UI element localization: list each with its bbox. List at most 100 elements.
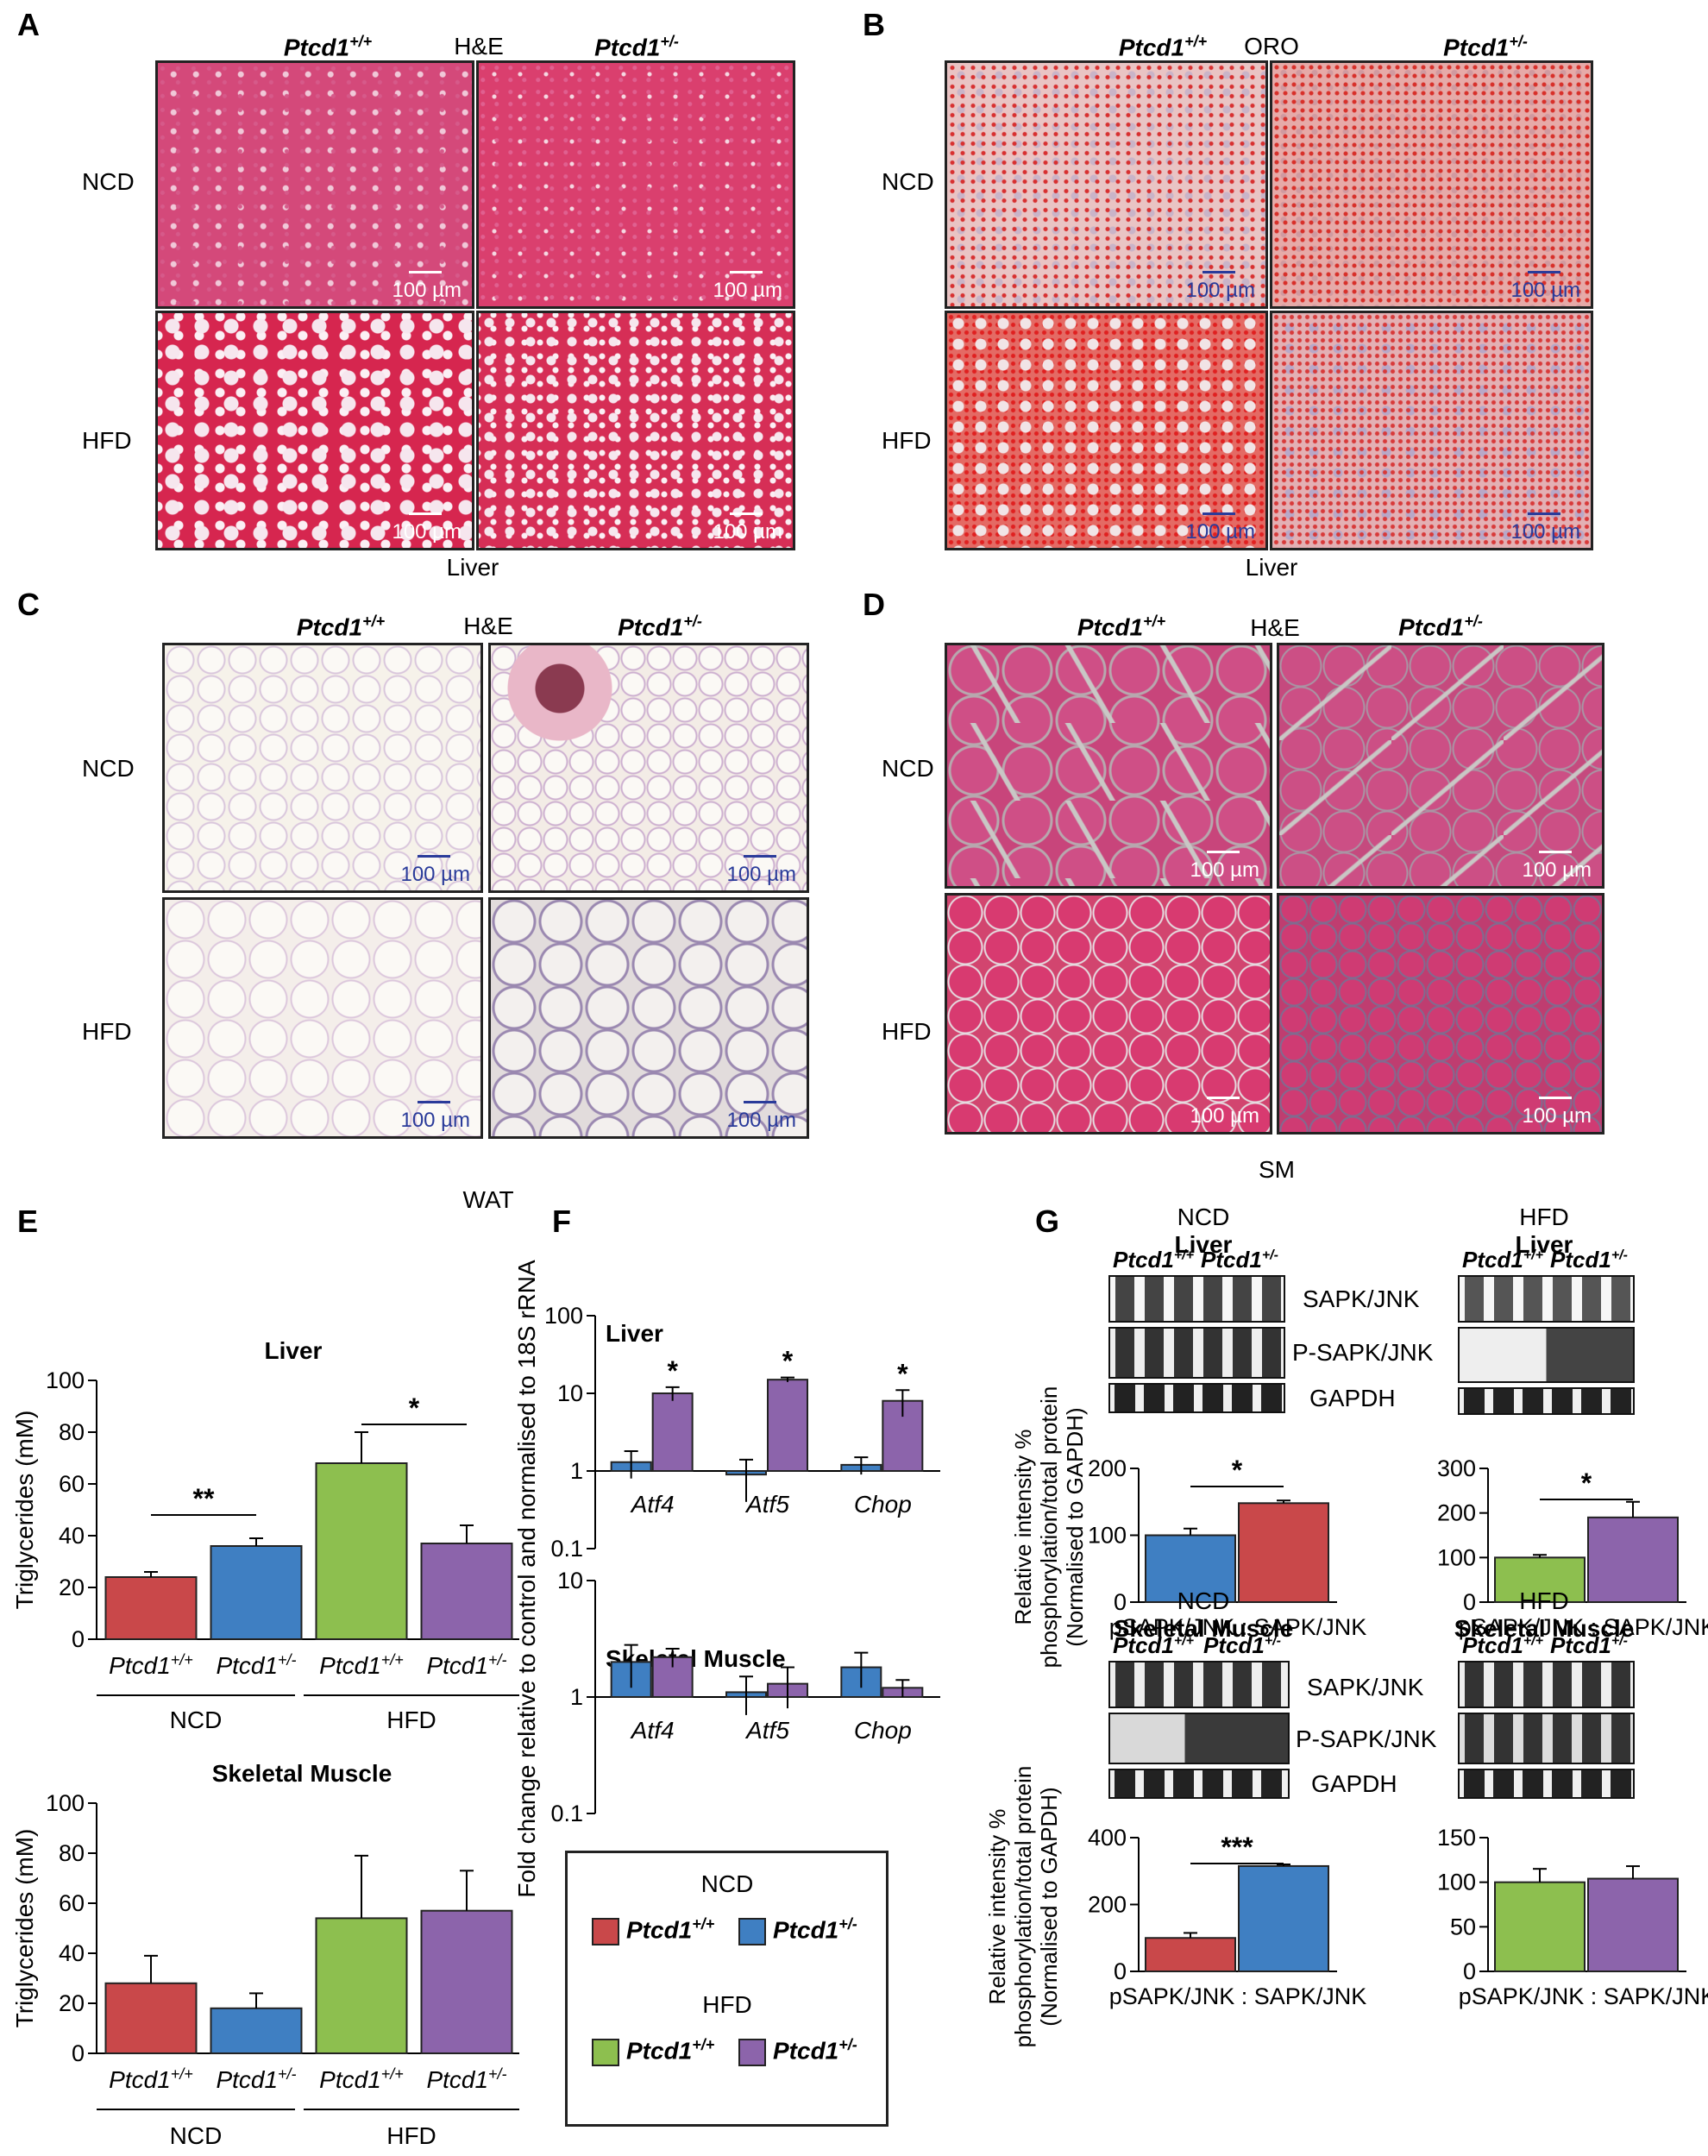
diet-label-ncd: NCD	[82, 168, 135, 195]
blot-genotype-het: Ptcd1+/-	[1203, 1632, 1281, 1658]
y-tick-label: 100	[544, 1303, 583, 1329]
x-tick-label: Chop	[854, 1491, 912, 1518]
scale-bar: 100 µm	[726, 855, 796, 887]
histology-image: 100 µm	[155, 311, 474, 550]
stain-label: H&E	[454, 33, 504, 60]
bar	[420, 1909, 513, 2054]
genotype-wt-label: Ptcd1+/+	[1118, 33, 1208, 61]
y-axis-label: Fold change relative to control and norm…	[513, 1260, 540, 1898]
band-label: P-SAPK/JNK	[1292, 1339, 1434, 1366]
bar	[420, 1543, 513, 1640]
blot-genotype-wt: Ptcd1+/+	[1462, 1247, 1543, 1273]
tissue-label: Liver	[446, 554, 499, 581]
panel-letter-c: C	[17, 587, 40, 622]
y-tick-label: 20	[59, 1575, 85, 1600]
x-axis-label: pSAPK/JNK : SAPK/JNK	[1459, 1614, 1708, 1640]
histology-image: 100 µm	[476, 311, 795, 550]
y-tick-label: 100	[46, 1790, 85, 1816]
band-label: P-SAPK/JNK	[1296, 1725, 1437, 1752]
histology-image: 100 µm	[945, 643, 1272, 889]
bar	[1145, 1937, 1236, 1972]
y-tick-label: 0	[1114, 1589, 1127, 1615]
histology-image: 100 µm	[1270, 60, 1593, 309]
band-label: SAPK/JNK	[1307, 1674, 1424, 1700]
legend-label: Ptcd1+/+	[626, 2036, 715, 2065]
y-tick-label: 100	[46, 1367, 85, 1393]
significance-marker: *	[1232, 1455, 1243, 1486]
y-tick-label: 0	[1463, 1958, 1476, 1984]
blot-title: NCD Liver	[1174, 1204, 1233, 1258]
histology-image: 100 µm	[1270, 311, 1593, 550]
x-tick-label: Ptcd1+/+	[319, 2065, 404, 2093]
group-label: NCD	[170, 2122, 223, 2149]
genotype-het-label: Ptcd1+/-	[1443, 33, 1528, 61]
x-tick-label: Ptcd1+/+	[109, 1651, 193, 1679]
legend-swatch	[592, 1918, 619, 1945]
blot-genotype-het: Ptcd1+/-	[1201, 1247, 1278, 1273]
significance-marker: ***	[1221, 1832, 1253, 1863]
genotype-het-label: Ptcd1+/-	[1398, 613, 1483, 641]
histology-image: 100 µm	[1277, 643, 1604, 889]
x-axis-label: pSAPK/JNK : SAPK/JNK	[1459, 1983, 1708, 2009]
blot-band-sapk	[1108, 1661, 1290, 1708]
y-tick-label: 0	[1463, 1589, 1476, 1615]
y-tick-label: 80	[59, 1840, 85, 1866]
genotype-wt-label: Ptcd1+/+	[1077, 613, 1166, 641]
diet-label-ncd: NCD	[882, 755, 934, 782]
x-axis-label: pSAPK/JNK : SAPK/JNK	[1109, 1614, 1367, 1640]
y-tick-label: 10	[557, 1380, 583, 1406]
blot-band-gapdh	[1458, 1387, 1635, 1415]
panel-letter-e: E	[17, 1204, 39, 1239]
blot-band-psapk	[1108, 1713, 1290, 1764]
legend-swatch	[592, 2039, 619, 2066]
scale-bar: 100 µm	[392, 512, 462, 544]
blot-band-psapk	[1458, 1713, 1635, 1764]
bar	[1587, 1877, 1679, 1973]
panel-letter-f: F	[552, 1204, 571, 1239]
significance-marker: **	[193, 1483, 215, 1514]
significance-marker: *	[782, 1346, 794, 1377]
legend-swatch	[738, 2039, 766, 2066]
stain-label: H&E	[1250, 614, 1300, 641]
scale-bar: 100 µm	[1522, 1097, 1592, 1128]
blot-band-psapk	[1108, 1327, 1285, 1379]
histology-image: 100 µm	[945, 60, 1268, 309]
group-label: HFD	[386, 1707, 436, 1733]
band-label: SAPK/JNK	[1303, 1285, 1420, 1312]
histology-image: 100 µm	[476, 60, 795, 309]
x-axis-label: pSAPK/JNK : SAPK/JNK	[1109, 1983, 1367, 2009]
legend-label: Ptcd1+/-	[773, 1915, 857, 1944]
legend-title-ncd: NCD	[700, 1870, 754, 1897]
histology-image: 100 µm	[155, 60, 474, 309]
y-tick-label: 80	[59, 1419, 85, 1445]
group-label: NCD	[170, 1707, 223, 1733]
y-tick-label: 200	[1088, 1455, 1127, 1481]
y-tick-label: 60	[59, 1471, 85, 1497]
bar	[1238, 1864, 1329, 1972]
x-tick-label: Atf5	[744, 1491, 789, 1518]
blot-genotype-het: Ptcd1+/-	[1550, 1247, 1628, 1273]
x-tick-label: Atf4	[630, 1491, 675, 1518]
y-tick-label: 10	[557, 1568, 583, 1593]
stain-label: ORO	[1244, 33, 1299, 60]
bar	[1238, 1502, 1329, 1604]
y-tick-label: 200	[1437, 1500, 1476, 1526]
genotype-het-label: Ptcd1+/-	[618, 613, 702, 641]
diet-label-ncd: NCD	[882, 168, 934, 195]
genotype-wt-label: Ptcd1+/+	[296, 613, 386, 641]
blot-genotype-het: Ptcd1+/-	[1550, 1632, 1628, 1658]
bar	[1587, 1516, 1679, 1604]
diet-label-hfd: HFD	[82, 1018, 132, 1045]
y-tick-label: 100	[1437, 1870, 1476, 1895]
blot-band-gapdh	[1458, 1769, 1635, 1799]
panel-letter-a: A	[17, 7, 40, 42]
scale-bar: 100 µm	[726, 1101, 796, 1133]
x-tick-label: Atf5	[744, 1717, 789, 1744]
bar	[210, 1545, 303, 1640]
panel-letter-g: G	[1035, 1204, 1060, 1239]
significance-marker: *	[1581, 1468, 1592, 1499]
y-tick-label: 300	[1437, 1455, 1476, 1481]
x-tick-label: Ptcd1+/-	[216, 1651, 296, 1679]
blot-genotype-wt: Ptcd1+/+	[1462, 1632, 1543, 1658]
